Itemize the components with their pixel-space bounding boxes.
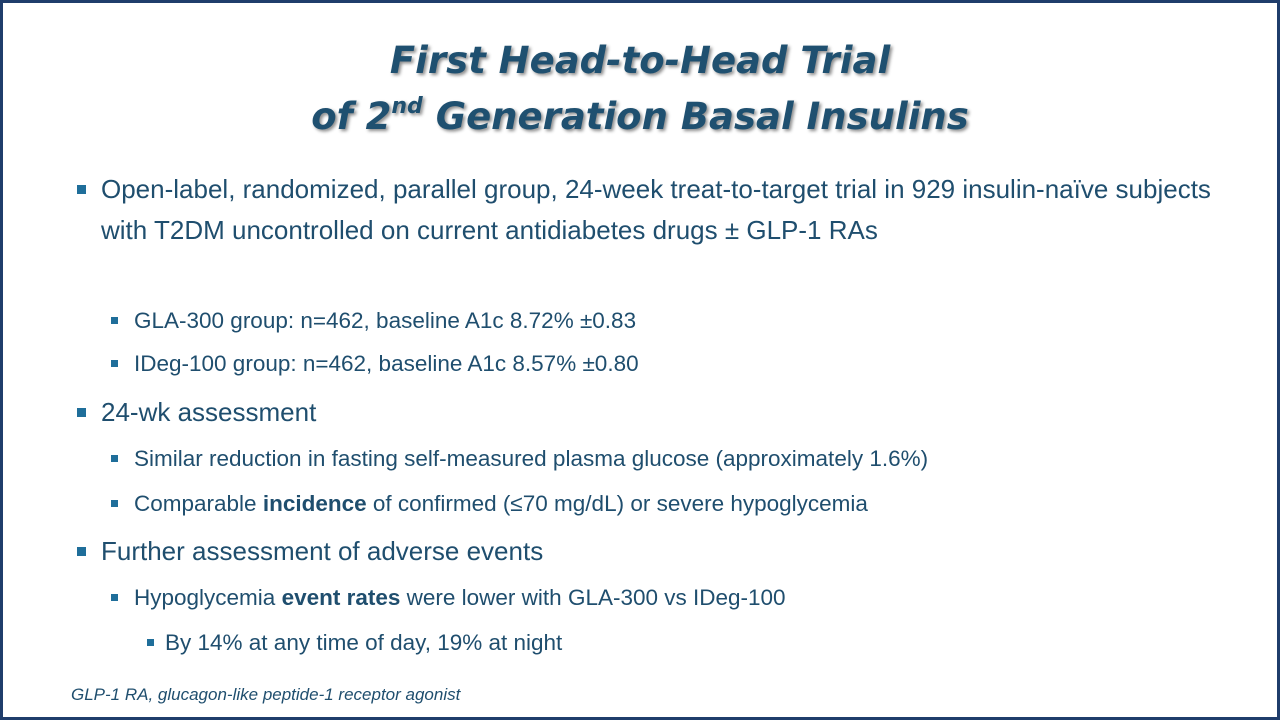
bullet-text: IDeg-100 group: n=462, baseline A1c 8.57… [134,351,639,376]
square-bullet-icon [111,317,118,324]
bullet-text: By 14% at any time of day, 19% at night [165,630,563,655]
title-line-2-end: Generation Basal Insulins [422,95,969,138]
bullet-text: Further assessment of adverse events [101,536,544,566]
bullet-24wk-assessment: 24-wk assessment [77,392,1227,433]
title-line-2-start: of 2 [311,95,392,138]
bullet-text-end: were lower with GLA-300 vs IDeg-100 [400,585,786,610]
bullet-trial-design: Open-label, randomized, parallel group, … [77,169,1227,251]
square-bullet-icon [111,500,118,507]
square-bullet-icon [77,547,86,556]
bullet-text-bold: incidence [262,491,367,516]
square-bullet-icon [147,639,154,646]
footnote: GLP-1 RA, glucagon-like peptide-1 recept… [71,685,461,704]
bullet-gla-group: GLA-300 group: n=462, baseline A1c 8.72%… [111,305,1211,337]
bullet-text-bold: event rates [281,585,401,610]
bullet-adverse-events: Further assessment of adverse events [77,531,1227,572]
square-bullet-icon [77,408,86,417]
bullet-reduction-percentages: By 14% at any time of day, 19% at night [147,627,1207,659]
bullet-text: Open-label, randomized, parallel group, … [101,174,1211,245]
square-bullet-icon [77,185,86,194]
bullet-ideg-group: IDeg-100 group: n=462, baseline A1c 8.57… [111,348,1211,380]
bullet-text-end: of confirmed (≤70 mg/dL) or severe hypog… [366,491,868,516]
square-bullet-icon [111,455,118,462]
square-bullet-icon [111,360,118,367]
title-superscript: nd [391,94,423,119]
bullet-list: Open-label, randomized, parallel group, … [3,3,1277,717]
bullet-text-start: Hypoglycemia [134,585,282,610]
bullet-hypoglycemia-incidence: Comparable incidence of confirmed (≤70 m… [111,488,1211,520]
title-line-1: First Head-to-Head Trial [389,39,891,82]
slide-title: First Head-to-Head Trial of 2nd Generati… [3,33,1277,145]
bullet-event-rates: Hypoglycemia event rates were lower with… [111,582,1211,614]
square-bullet-icon [111,594,118,601]
bullet-text: 24-wk assessment [101,397,317,427]
bullet-text: Similar reduction in fasting self-measur… [134,446,929,471]
bullet-glucose-reduction: Similar reduction in fasting self-measur… [111,443,1211,475]
bullet-text-start: Comparable [134,491,263,516]
title-line-2: of 2nd Generation Basal Insulins [3,89,1277,145]
bullet-text: GLA-300 group: n=462, baseline A1c 8.72%… [134,308,637,333]
